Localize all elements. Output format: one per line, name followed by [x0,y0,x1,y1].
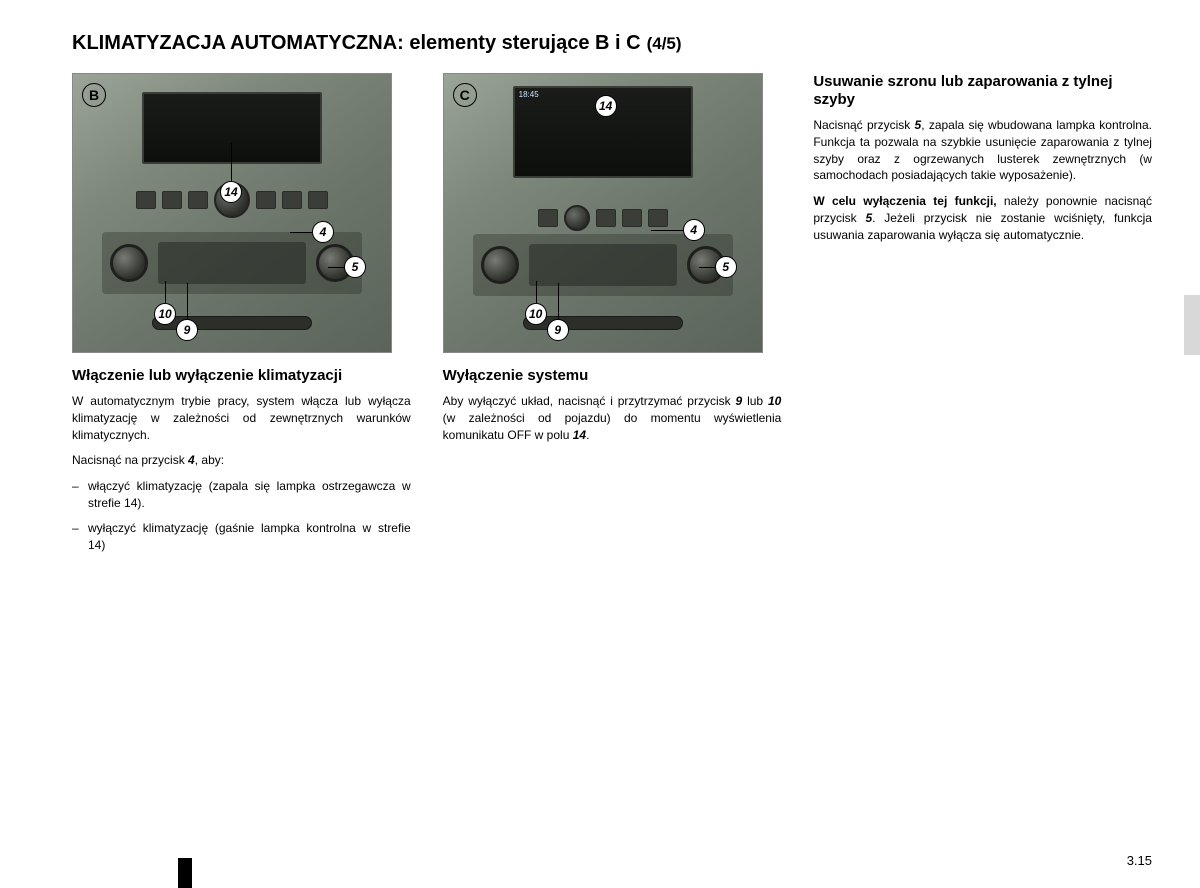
callout-c-10: 10 [525,303,547,325]
content-columns: 50356 B 14 4 5 10 9 W [72,73,1152,561]
col2-heading: Wyłączenie systemu [443,367,782,385]
photo-c-letter: C [453,83,477,107]
callout-10: 10 [154,303,176,325]
callout-14: 14 [220,181,242,203]
col1-li1: włączyć klimatyzację (zapala się lampka … [72,478,411,512]
callout-c-4: 4 [683,219,705,241]
photo-c-wrap: 18:45 50355 C 14 [443,73,763,353]
photo-b-letter: B [82,83,106,107]
column-1: 50356 B 14 4 5 10 9 W [72,73,411,561]
col2-p1: Aby wyłączyć układ, nacisnąć i przytrzym… [443,393,782,443]
callout-9: 9 [176,319,198,341]
callout-c-5: 5 [715,256,737,278]
photo-c-ac-panel [473,234,733,296]
page-title: KLIMATYZACJA AUTOMATYCZNA: elementy ster… [72,32,1152,55]
side-tab [1184,295,1200,355]
page-number: 3.15 [1127,853,1152,868]
footer-mark [178,858,192,888]
title-main: KLIMATYZACJA AUTOMATYCZNA: elementy ster… [72,32,641,55]
col1-heading: Włączenie lub wyłączenie klimatyzacji [72,367,411,385]
col3-p1: Nacisnąć przycisk 5, zapala się wbudowan… [813,117,1152,184]
column-2: 18:45 50355 C 14 [443,73,782,561]
col3-heading: Usuwanie szronu lub zaparowania z tylnej… [813,73,1152,109]
title-sub: (4/5) [647,34,682,54]
photo-b: 50356 [72,73,392,353]
col1-li2: wyłączyć klimatyzację (gaśnie lampka kon… [72,520,411,554]
column-3: Usuwanie szronu lub zaparowania z tylnej… [813,73,1152,561]
callout-4: 4 [312,221,334,243]
col1-list: włączyć klimatyzację (zapala się lampka … [72,478,411,553]
callout-c-14: 14 [595,95,617,117]
callout-5: 5 [344,256,366,278]
photo-b-wrap: 50356 B 14 4 5 10 9 [72,73,392,353]
col3-p2: W celu wyłączenia tej funkcji, należy po… [813,193,1152,243]
photo-b-screen [142,92,322,164]
col1-p1: W automatycznym trybie pracy, system włą… [72,393,411,443]
callout-c-9: 9 [547,319,569,341]
photo-b-time [144,94,320,98]
col1-p2: Nacisnąć na przycisk 4, aby: [72,452,411,469]
